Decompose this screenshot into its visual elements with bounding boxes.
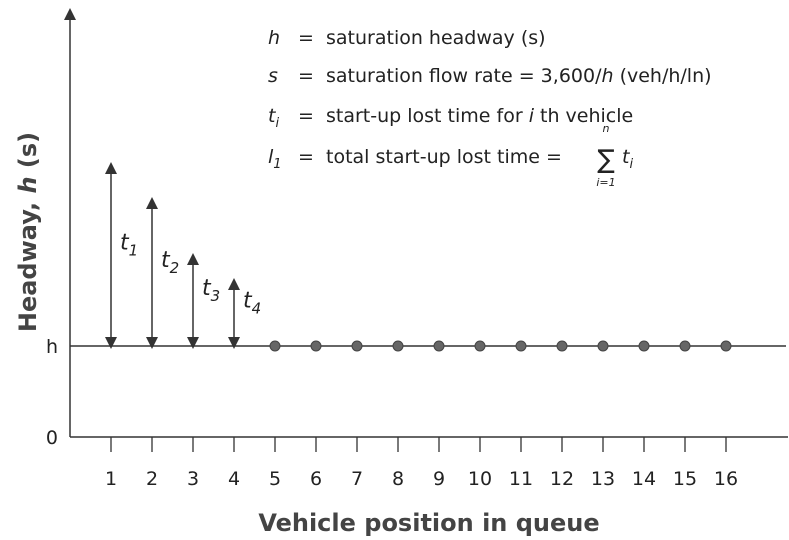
vehicle-dot <box>515 340 527 352</box>
vehicle-dot <box>597 340 609 352</box>
y-tick-label: 0 <box>46 427 58 449</box>
arrow-subscript: 3 <box>211 287 221 305</box>
legend-symbol: l1 <box>268 146 282 172</box>
x-tick-label: 9 <box>433 468 445 490</box>
vehicle-dot <box>269 340 281 352</box>
legend-equals: = <box>298 105 314 127</box>
x-tick-label: 5 <box>269 468 281 490</box>
vehicle-dot <box>638 340 650 352</box>
y-axis-label: Headway, h (s) <box>14 132 42 332</box>
x-tick-label: 14 <box>632 468 656 490</box>
vehicle-dot <box>474 340 486 352</box>
x-tick-label: 2 <box>146 468 158 490</box>
x-tick-label: 8 <box>392 468 404 490</box>
x-tick-label: 15 <box>673 468 697 490</box>
x-tick-label: 7 <box>351 468 363 490</box>
sum-sign: ∑ <box>597 145 615 175</box>
legend-equals: = <box>298 146 314 168</box>
arrow-symbol: t <box>120 231 130 256</box>
legend-text: saturation headway (s) <box>326 27 546 49</box>
legend-symbol: s <box>268 65 278 87</box>
x-tick-label: 3 <box>187 468 199 490</box>
arrow-subscript: 4 <box>252 300 262 318</box>
x-tick-label: 4 <box>228 468 240 490</box>
legend-text: total start-up lost time = <box>326 146 562 168</box>
arrow-subscript: 2 <box>170 259 180 277</box>
x-tick-label: 6 <box>310 468 322 490</box>
x-tick-label: 1 <box>105 468 117 490</box>
arrow-label: t2 <box>161 248 179 277</box>
arrow-label: t1 <box>120 231 138 260</box>
vehicle-dot <box>679 340 691 352</box>
legend-symbol: ti <box>268 105 279 131</box>
x-tick-label: 16 <box>714 468 738 490</box>
legend-text: saturation flow rate = 3,600/h (veh/h/ln… <box>326 65 712 87</box>
x-tick-label: 10 <box>468 468 492 490</box>
vehicle-dot <box>310 340 322 352</box>
arrow-label: t4 <box>243 289 261 318</box>
y-tick-label: h <box>46 336 58 358</box>
sum-upper: n <box>603 122 610 135</box>
legend: h = saturation headway (s) s = saturatio… <box>268 27 712 189</box>
arrow-subscript: 1 <box>129 242 139 260</box>
vehicle-dot <box>351 340 363 352</box>
arrow-label: t3 <box>202 276 220 305</box>
x-tick-label: 11 <box>509 468 533 490</box>
legend-equals: = <box>298 65 314 87</box>
sum-lower: i=1 <box>596 176 615 189</box>
vehicle-dot <box>433 340 445 352</box>
vehicle-dot <box>392 340 404 352</box>
legend-symbol: h <box>268 27 280 49</box>
vehicle-dot <box>556 340 568 352</box>
arrow-symbol: t <box>161 248 171 273</box>
arrow-symbol: t <box>243 289 253 314</box>
vehicle-dot <box>720 340 732 352</box>
arrow-symbol: t <box>202 276 212 301</box>
legend-equals: = <box>298 27 314 49</box>
sum-term: ti <box>622 146 633 172</box>
x-tick-label: 13 <box>591 468 615 490</box>
legend-text: start-up lost time for i th vehicle <box>326 105 633 127</box>
x-tick-label: 12 <box>550 468 574 490</box>
x-axis-label: Vehicle position in queue <box>258 509 599 537</box>
